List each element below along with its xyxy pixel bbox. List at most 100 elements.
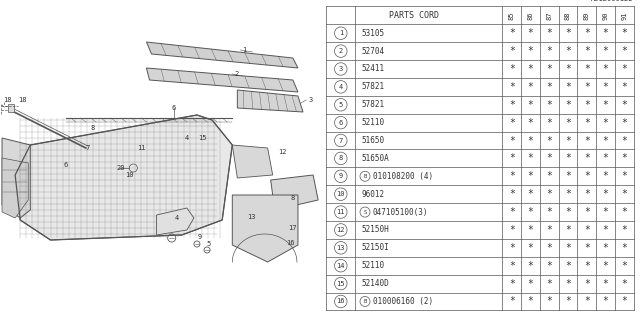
Text: 52150H: 52150H [362, 225, 389, 235]
Text: 57821: 57821 [362, 82, 385, 92]
Text: *: * [584, 279, 589, 289]
Text: 047105100(3): 047105100(3) [372, 208, 428, 217]
Text: 51650: 51650 [362, 136, 385, 145]
Text: 8: 8 [91, 125, 95, 131]
Text: *: * [565, 225, 571, 235]
Text: 88: 88 [565, 11, 571, 20]
Text: 14: 14 [337, 263, 345, 269]
Text: *: * [509, 118, 515, 128]
Text: 96012: 96012 [362, 190, 385, 199]
Text: *: * [621, 118, 627, 128]
Text: *: * [527, 100, 534, 110]
Text: 8: 8 [339, 156, 343, 161]
Text: *: * [621, 153, 627, 164]
Text: *: * [621, 28, 627, 38]
Text: *: * [565, 153, 571, 164]
Text: 10: 10 [125, 172, 134, 178]
Text: *: * [621, 296, 627, 307]
Polygon shape [232, 195, 298, 262]
Text: *: * [621, 82, 627, 92]
Text: *: * [602, 82, 609, 92]
Text: *: * [547, 296, 552, 307]
Polygon shape [157, 208, 194, 235]
Text: 17: 17 [289, 225, 297, 231]
Text: *: * [527, 46, 534, 56]
Text: 4: 4 [339, 84, 343, 90]
Text: 16: 16 [287, 240, 295, 246]
Text: *: * [621, 243, 627, 253]
Text: *: * [509, 171, 515, 181]
Text: *: * [527, 243, 534, 253]
Text: 6: 6 [63, 162, 68, 168]
Text: *: * [584, 225, 589, 235]
Text: *: * [547, 171, 552, 181]
Text: 13: 13 [337, 245, 345, 251]
Text: *: * [509, 82, 515, 92]
Text: *: * [547, 64, 552, 74]
Text: *: * [509, 189, 515, 199]
Text: *: * [527, 64, 534, 74]
Text: *: * [602, 135, 609, 146]
Text: 91: 91 [621, 11, 627, 20]
Text: *: * [527, 279, 534, 289]
Text: *: * [584, 296, 589, 307]
Text: *: * [584, 153, 589, 164]
Text: *: * [602, 153, 609, 164]
Polygon shape [232, 145, 273, 178]
Text: 85: 85 [509, 11, 515, 20]
Text: *: * [602, 261, 609, 271]
Text: *: * [621, 171, 627, 181]
Text: 7: 7 [86, 145, 90, 151]
Text: *: * [565, 171, 571, 181]
Text: 11: 11 [337, 209, 345, 215]
Text: *: * [527, 207, 534, 217]
Text: 57821: 57821 [362, 100, 385, 109]
Text: *: * [602, 243, 609, 253]
Text: *: * [527, 189, 534, 199]
Text: 9: 9 [198, 234, 202, 240]
Text: *: * [509, 28, 515, 38]
Text: *: * [602, 296, 609, 307]
Text: *: * [509, 46, 515, 56]
Text: *: * [565, 100, 571, 110]
Text: *: * [565, 243, 571, 253]
Text: *: * [509, 100, 515, 110]
Text: *: * [547, 153, 552, 164]
Text: *: * [584, 82, 589, 92]
Text: *: * [602, 225, 609, 235]
Text: *: * [621, 135, 627, 146]
Text: 12: 12 [278, 149, 287, 155]
Text: *: * [547, 46, 552, 56]
Text: *: * [547, 118, 552, 128]
Text: *: * [527, 118, 534, 128]
Text: *: * [527, 225, 534, 235]
Text: 51650A: 51650A [362, 154, 389, 163]
Text: *: * [509, 153, 515, 164]
Text: 10: 10 [337, 191, 345, 197]
Text: *: * [527, 171, 534, 181]
Text: 2: 2 [339, 48, 343, 54]
Text: *: * [509, 135, 515, 146]
Text: *: * [547, 28, 552, 38]
Text: *: * [509, 296, 515, 307]
Text: *: * [602, 64, 609, 74]
Text: *: * [602, 28, 609, 38]
Text: 52411: 52411 [362, 65, 385, 74]
Text: 90: 90 [602, 11, 609, 20]
Text: 53105: 53105 [362, 29, 385, 38]
Text: *: * [584, 243, 589, 253]
Text: 8: 8 [291, 195, 295, 201]
Polygon shape [147, 68, 298, 92]
Text: 18: 18 [3, 97, 12, 103]
Text: *: * [584, 118, 589, 128]
Text: 5: 5 [207, 241, 211, 247]
Text: *: * [527, 82, 534, 92]
Text: B: B [364, 174, 367, 179]
Text: *: * [527, 261, 534, 271]
Text: 52110: 52110 [362, 118, 385, 127]
Text: *: * [621, 64, 627, 74]
Text: *: * [621, 46, 627, 56]
Text: *: * [621, 279, 627, 289]
Text: A512000122: A512000122 [591, 0, 634, 2]
Text: *: * [509, 64, 515, 74]
